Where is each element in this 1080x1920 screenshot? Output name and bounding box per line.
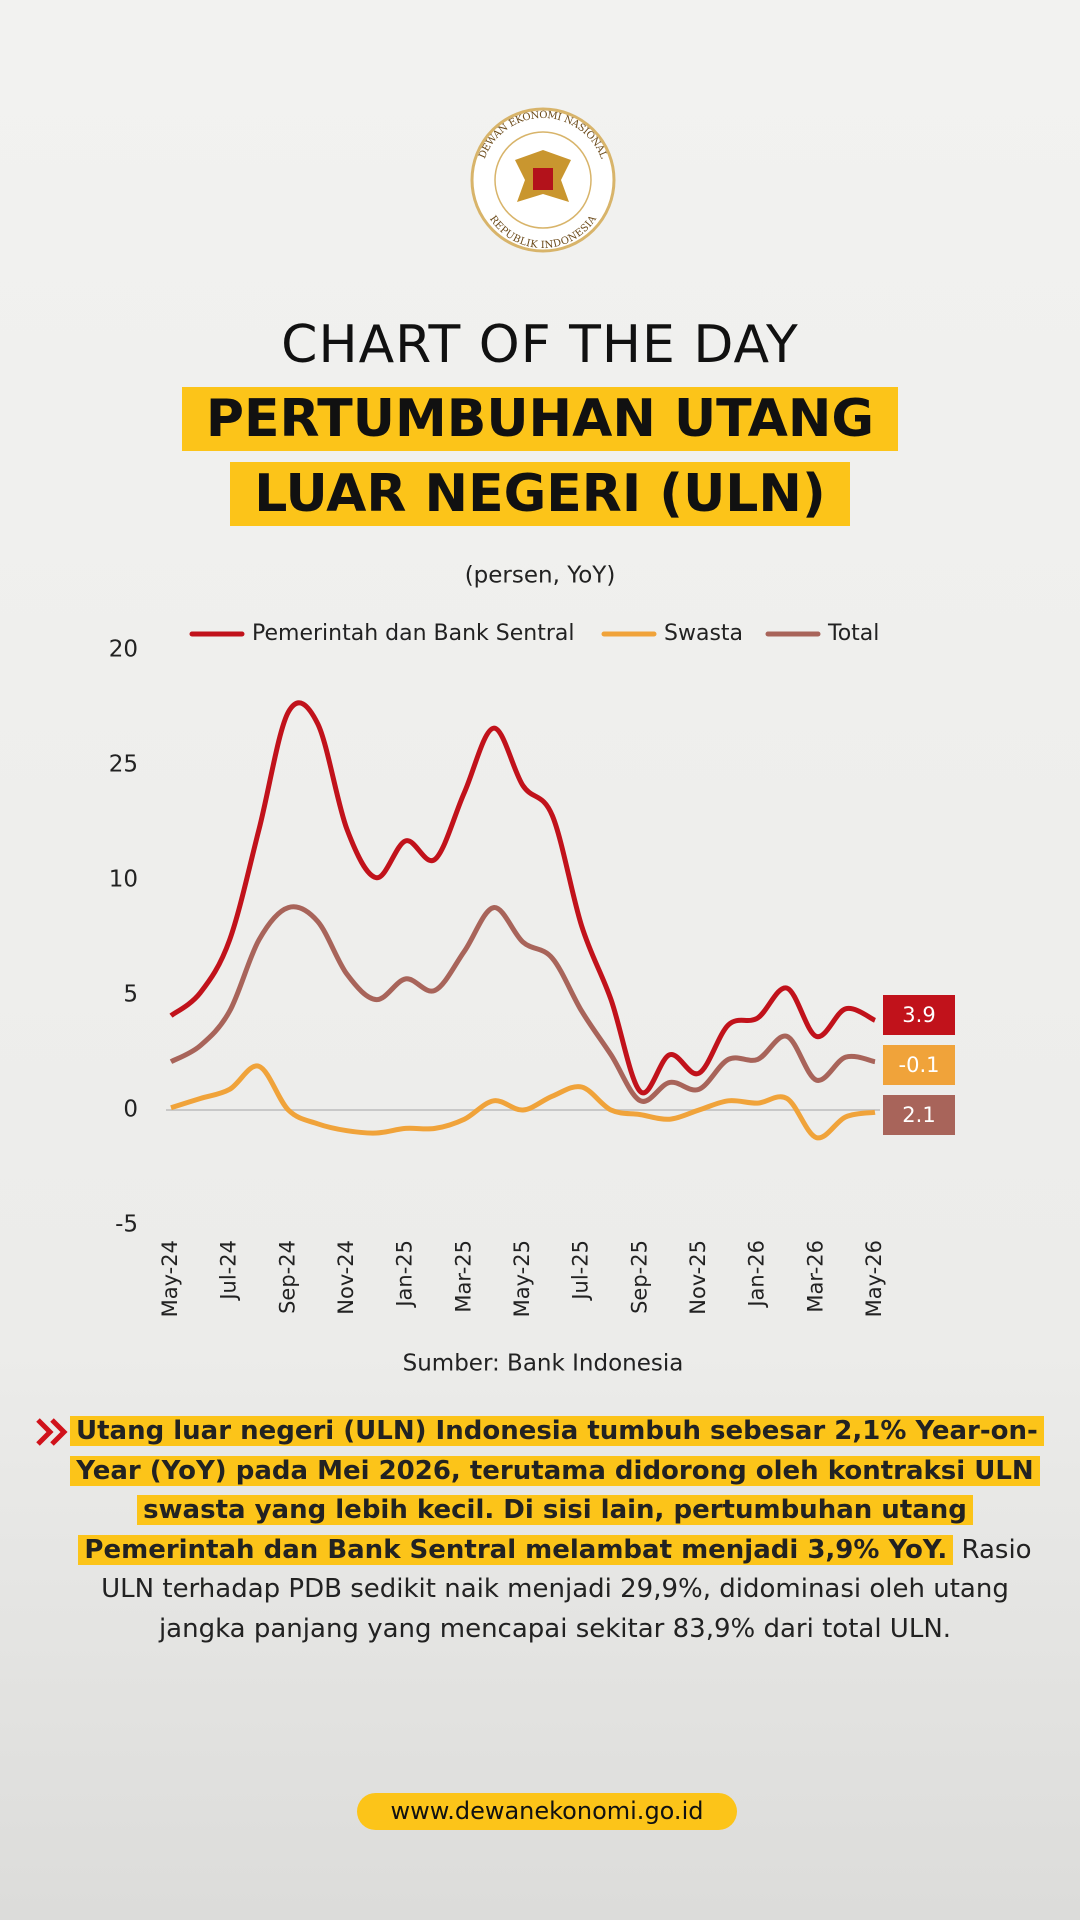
y-tick-label: 20 — [109, 637, 138, 663]
x-tick-label: Nov-24 — [334, 1240, 358, 1315]
series-line — [169, 904, 876, 1104]
series-line — [170, 1063, 876, 1141]
body-text: Rasio ULN terhadap PDB sedikit naik menj… — [101, 1534, 1032, 1644]
title-text: LUAR NEGERI (ULN) — [230, 462, 850, 526]
x-tick-label: Sep-25 — [627, 1240, 651, 1314]
logo-inner — [494, 131, 592, 229]
x-tick-label: Sep-24 — [275, 1240, 299, 1314]
end-label-box — [883, 995, 955, 1035]
y-tick-label: 5 — [123, 982, 138, 1008]
title-text: PERTUMBUHAN UTANG — [181, 387, 899, 451]
end-label-box — [883, 1095, 955, 1135]
x-tick-label: Jan-26 — [745, 1240, 769, 1309]
end-label: -0.1 — [899, 1053, 940, 1077]
kicker: CHART OF THE DAY — [281, 315, 799, 375]
x-tick-label: May-25 — [510, 1240, 534, 1317]
x-tick-label: Jan-25 — [393, 1240, 417, 1309]
highlight-text: Utang luar negeri (ULN) Indonesia tumbuh… — [70, 1416, 1044, 1565]
x-tick-label: Mar-25 — [451, 1240, 475, 1313]
legend-label: Total — [827, 621, 879, 646]
end-label: 3.9 — [902, 1003, 935, 1027]
legend-label: Swasta — [664, 621, 743, 646]
subtitle: (persen, YoY) — [465, 563, 616, 589]
logo-shield — [533, 168, 553, 190]
legend-label: Pemerintah dan Bank Sentral — [252, 621, 574, 646]
end-label: 2.1 — [902, 1103, 935, 1127]
series-line — [169, 700, 877, 1096]
y-tick-label: -5 — [115, 1212, 138, 1238]
y-tick-label: 0 — [123, 1097, 138, 1123]
website: www.dewanekonomi.go.id — [357, 1793, 737, 1830]
bullet-icon — [36, 1418, 68, 1446]
x-tick-label: May-24 — [158, 1240, 182, 1317]
x-tick-label: Jul-24 — [217, 1240, 241, 1302]
title-line: PERTUMBUHAN UTANG — [0, 387, 1080, 451]
x-tick-label: Mar-26 — [803, 1240, 827, 1313]
x-tick-label: Nov-25 — [686, 1240, 710, 1315]
y-tick-label: 10 — [109, 867, 138, 893]
x-tick-label: May-26 — [862, 1240, 886, 1317]
end-label-box — [883, 1045, 955, 1085]
title-line: LUAR NEGERI (ULN) — [0, 462, 1080, 526]
source: Sumber: Bank Indonesia — [403, 1351, 684, 1377]
y-tick-label: 25 — [109, 752, 138, 778]
x-tick-label: Jul-25 — [569, 1240, 593, 1302]
description: Utang luar negeri (ULN) Indonesia tumbuh… — [70, 1412, 1044, 1649]
